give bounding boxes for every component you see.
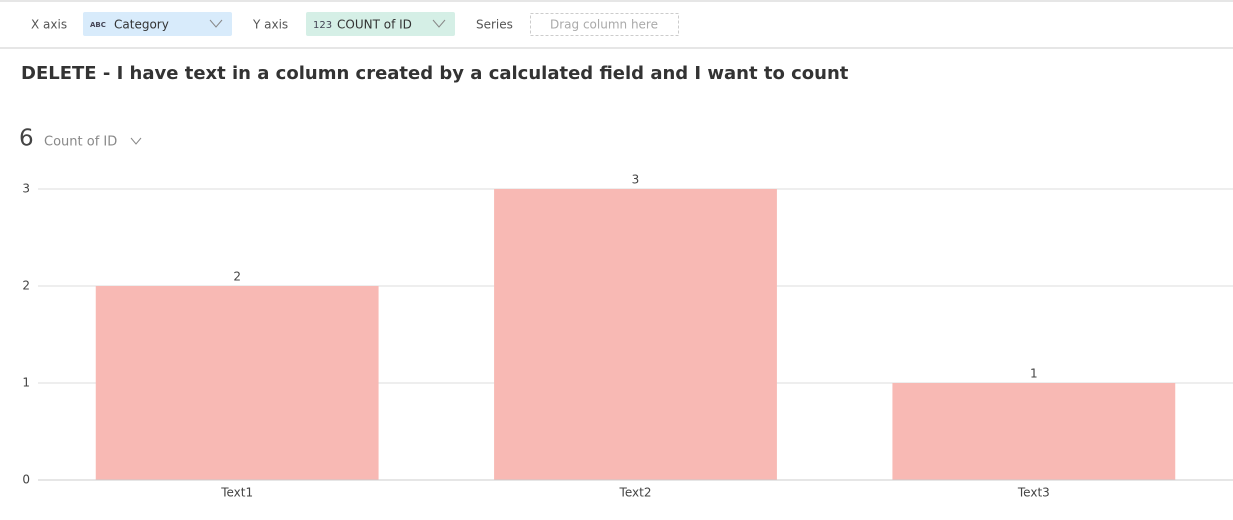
y-axis-field: COUNT of ID <box>337 18 412 32</box>
chevron <box>432 19 446 28</box>
chevron[interactable] <box>130 137 142 145</box>
y-tick-label: 0 <box>22 473 30 487</box>
chevron <box>209 19 223 28</box>
x-axis-picker[interactable] <box>83 12 232 36</box>
y-axis-label: Y axis <box>252 18 288 32</box>
bar <box>95 286 379 480</box>
value-label: 1 <box>1030 367 1038 381</box>
value-label: 2 <box>233 270 241 284</box>
value-label: 3 <box>632 173 640 187</box>
x-tick-label: Text3 <box>1017 486 1050 500</box>
y-axis-picker[interactable] <box>306 12 455 36</box>
total: 6 <box>19 126 34 152</box>
y-tick-label: 2 <box>22 279 30 293</box>
x-tick-label: Text1 <box>220 486 253 500</box>
y-tick-label: 3 <box>22 182 30 196</box>
x-axis-field: Category <box>114 18 169 32</box>
x-axis-icon: ABC <box>90 21 106 29</box>
total-label: Count of ID <box>44 135 117 150</box>
series-placeholder: Drag column here <box>550 18 658 32</box>
y-tick-label: 1 <box>22 376 30 390</box>
bar <box>892 383 1176 480</box>
series-label: Series <box>476 18 513 32</box>
chart-title: DELETE - I have text in a column created… <box>21 63 849 84</box>
y-axis-icon: 123 <box>313 20 332 31</box>
x-axis-label: X axis <box>31 18 67 32</box>
x-tick-label: Text2 <box>619 486 652 500</box>
bar <box>494 189 777 480</box>
